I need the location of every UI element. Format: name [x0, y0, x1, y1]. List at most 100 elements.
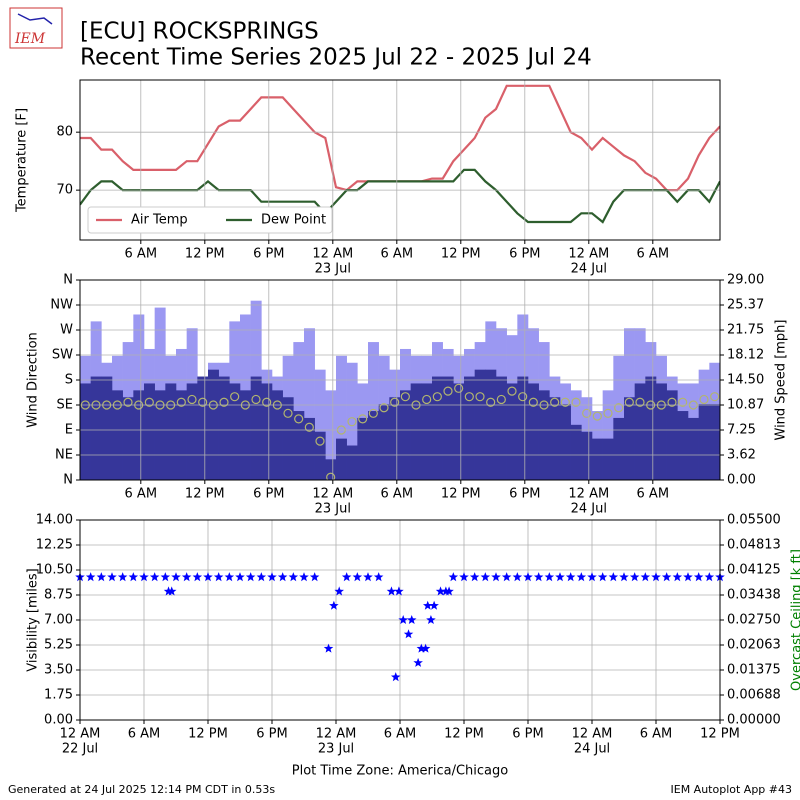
direction-point — [304, 422, 314, 432]
direction-point — [187, 394, 197, 405]
direction-point — [507, 386, 517, 396]
bar — [432, 376, 443, 480]
bar — [176, 390, 187, 480]
x-tick-label: 6 AM — [381, 247, 414, 262]
direction-point — [368, 408, 378, 418]
bar — [528, 383, 539, 480]
y-tick-label: 0.00 — [44, 713, 73, 728]
y2-tick-label: 29.00 — [727, 273, 764, 288]
x-tick-label: 12 AM — [572, 727, 613, 742]
y2-tick-label: 0.02063 — [727, 638, 781, 653]
star-point — [160, 572, 171, 582]
y2-tick-label: 25.37 — [727, 298, 764, 313]
star-point — [403, 629, 414, 639]
star-point — [429, 600, 439, 610]
bar — [346, 362, 358, 480]
y2-axis-label: Overcast Ceiling [k ft] — [790, 549, 800, 691]
star-point — [149, 572, 160, 582]
direction-point — [560, 397, 570, 407]
direction-point — [315, 436, 325, 446]
star-point — [288, 572, 299, 582]
star-point — [363, 572, 373, 582]
direction-point — [571, 397, 581, 407]
bar — [325, 459, 337, 480]
star-point — [544, 572, 555, 582]
y-tick-label: NW — [50, 298, 73, 313]
x-tick-label: 12 AM — [568, 247, 609, 262]
star-point — [181, 572, 192, 582]
star-point — [491, 572, 501, 582]
legend-label: Air Temp — [131, 213, 188, 228]
direction-point — [678, 397, 688, 407]
y2-tick-label: 0.04125 — [727, 563, 781, 578]
star-point — [597, 572, 608, 582]
y2-tick-label: 0.04813 — [727, 538, 781, 553]
star-point — [413, 657, 423, 667]
x-tick-label: 6 AM — [637, 247, 670, 262]
y-tick-label: E — [65, 423, 73, 438]
bar — [410, 383, 422, 480]
bar — [645, 376, 657, 480]
x-tick-label: 12 PM — [444, 727, 484, 742]
direction-point — [603, 408, 613, 418]
star-point — [341, 572, 352, 582]
direction-point — [624, 397, 634, 407]
x-tick-label: 12 AM — [316, 727, 357, 742]
plot-frame — [79, 79, 721, 241]
y2-tick-label: 18.12 — [727, 348, 764, 363]
bar — [357, 417, 369, 480]
bar — [314, 369, 326, 480]
star-point — [407, 615, 417, 624]
star-point — [85, 572, 96, 582]
bar — [677, 411, 689, 480]
bar — [549, 397, 561, 480]
star-point — [352, 572, 363, 582]
direction-point — [518, 392, 528, 402]
x-tick-sublabel: 23 Jul — [315, 262, 351, 277]
star-point — [391, 672, 401, 682]
direction-point — [176, 397, 186, 407]
direction-point — [198, 397, 208, 407]
y-tick-label: 14.00 — [36, 513, 73, 528]
x-tick-label: 12 PM — [441, 247, 481, 262]
star-point — [96, 572, 107, 582]
legend-box — [87, 206, 333, 234]
y-tick-label: SE — [57, 398, 73, 413]
direction-point — [230, 392, 240, 402]
direction-point — [400, 392, 410, 402]
bar — [688, 417, 699, 480]
x-tick-label: 6 AM — [384, 727, 417, 742]
star-point — [704, 572, 715, 582]
bar — [240, 390, 251, 480]
bar — [421, 383, 433, 480]
x-tick-label: 6 AM — [381, 487, 414, 502]
star-point — [398, 615, 408, 624]
bar — [442, 376, 454, 480]
star-point — [533, 572, 544, 582]
star-point — [512, 572, 523, 582]
star-point — [587, 572, 597, 582]
star-point — [420, 643, 431, 653]
bar — [389, 397, 401, 480]
y2-tick-label: 7.25 — [727, 423, 756, 438]
bar — [304, 328, 315, 480]
y-axis-label: Wind Direction — [26, 332, 41, 428]
series-line — [80, 84, 720, 192]
y2-tick-label: 10.87 — [727, 398, 764, 413]
y2-tick-label: 0.01375 — [727, 663, 781, 678]
direction-point — [379, 403, 389, 413]
y-tick-label: 7.00 — [44, 613, 73, 628]
y2-tick-label: 0.00688 — [727, 688, 781, 703]
star-point — [299, 572, 309, 582]
bar — [368, 411, 379, 480]
y-tick-label: W — [60, 323, 73, 338]
star-point — [435, 586, 446, 596]
star-point — [309, 572, 320, 582]
plot-frame — [79, 519, 721, 721]
star-point — [672, 572, 683, 582]
plot-area — [80, 300, 720, 480]
x-tick-sublabel: 23 Jul — [315, 502, 351, 517]
direction-point — [550, 397, 560, 407]
bar — [581, 431, 593, 480]
direction-point — [496, 394, 506, 405]
